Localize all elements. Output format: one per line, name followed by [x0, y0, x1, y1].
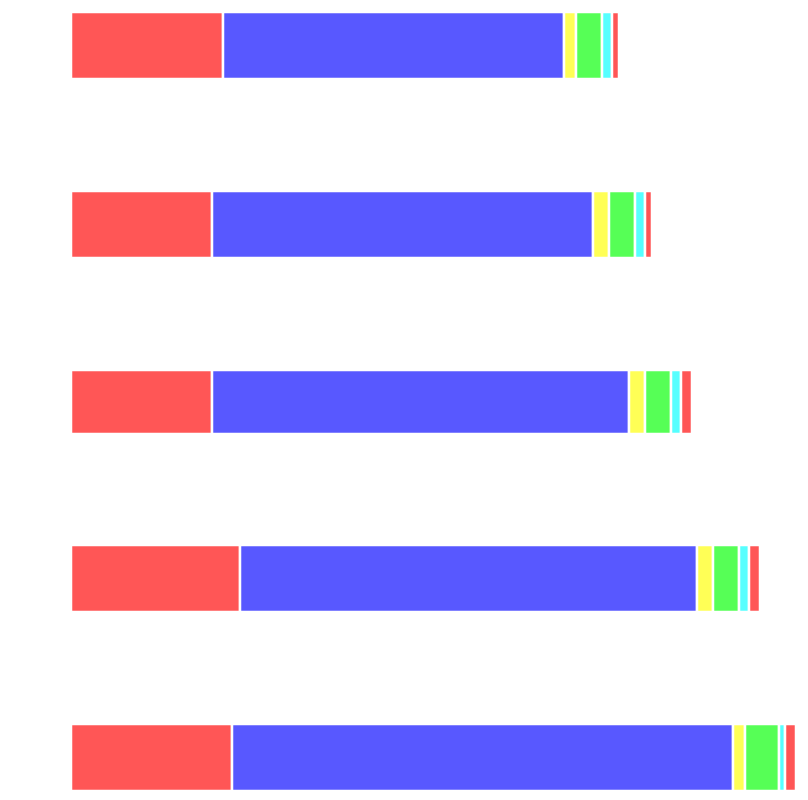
bar-5-segment-3 — [731, 722, 747, 793]
bar-2-segment-4 — [607, 189, 637, 260]
bar-5-segment-6 — [783, 722, 798, 793]
bar-2-segment-1 — [69, 189, 214, 260]
bar-2-segment-6 — [643, 189, 654, 260]
bar-1-segment-2 — [221, 10, 566, 81]
bar-1-segment-5 — [600, 10, 614, 81]
bar-2-segment-5 — [633, 189, 647, 260]
bar-3-segment-3 — [627, 368, 647, 436]
bar-3-segment-5 — [669, 368, 683, 436]
bar-5-segment-2 — [230, 722, 735, 793]
bar-5-segment-1 — [69, 722, 234, 793]
bar-4-segment-5 — [737, 543, 751, 614]
bar-5-segment-4 — [743, 722, 781, 793]
bar-row-1 — [69, 10, 621, 81]
bar-1-segment-1 — [69, 10, 225, 81]
bar-3-segment-6 — [679, 368, 694, 436]
bar-1-segment-6 — [610, 10, 621, 81]
bar-row-5 — [69, 722, 798, 793]
bar-1-segment-4 — [574, 10, 604, 81]
bar-1-segment-3 — [562, 10, 578, 81]
bar-4-segment-6 — [747, 543, 762, 614]
bar-4-segment-1 — [69, 543, 242, 614]
bar-4-segment-2 — [238, 543, 699, 614]
bar-3-segment-2 — [210, 368, 631, 436]
bar-row-3 — [69, 368, 694, 436]
bar-2-segment-3 — [591, 189, 611, 260]
bar-3-segment-4 — [643, 368, 673, 436]
bar-row-4 — [69, 543, 762, 614]
bar-3-segment-1 — [69, 368, 214, 436]
bar-4-segment-3 — [695, 543, 715, 614]
bar-4-segment-4 — [711, 543, 741, 614]
bar-row-2 — [69, 189, 654, 260]
bar-2-segment-2 — [210, 189, 595, 260]
